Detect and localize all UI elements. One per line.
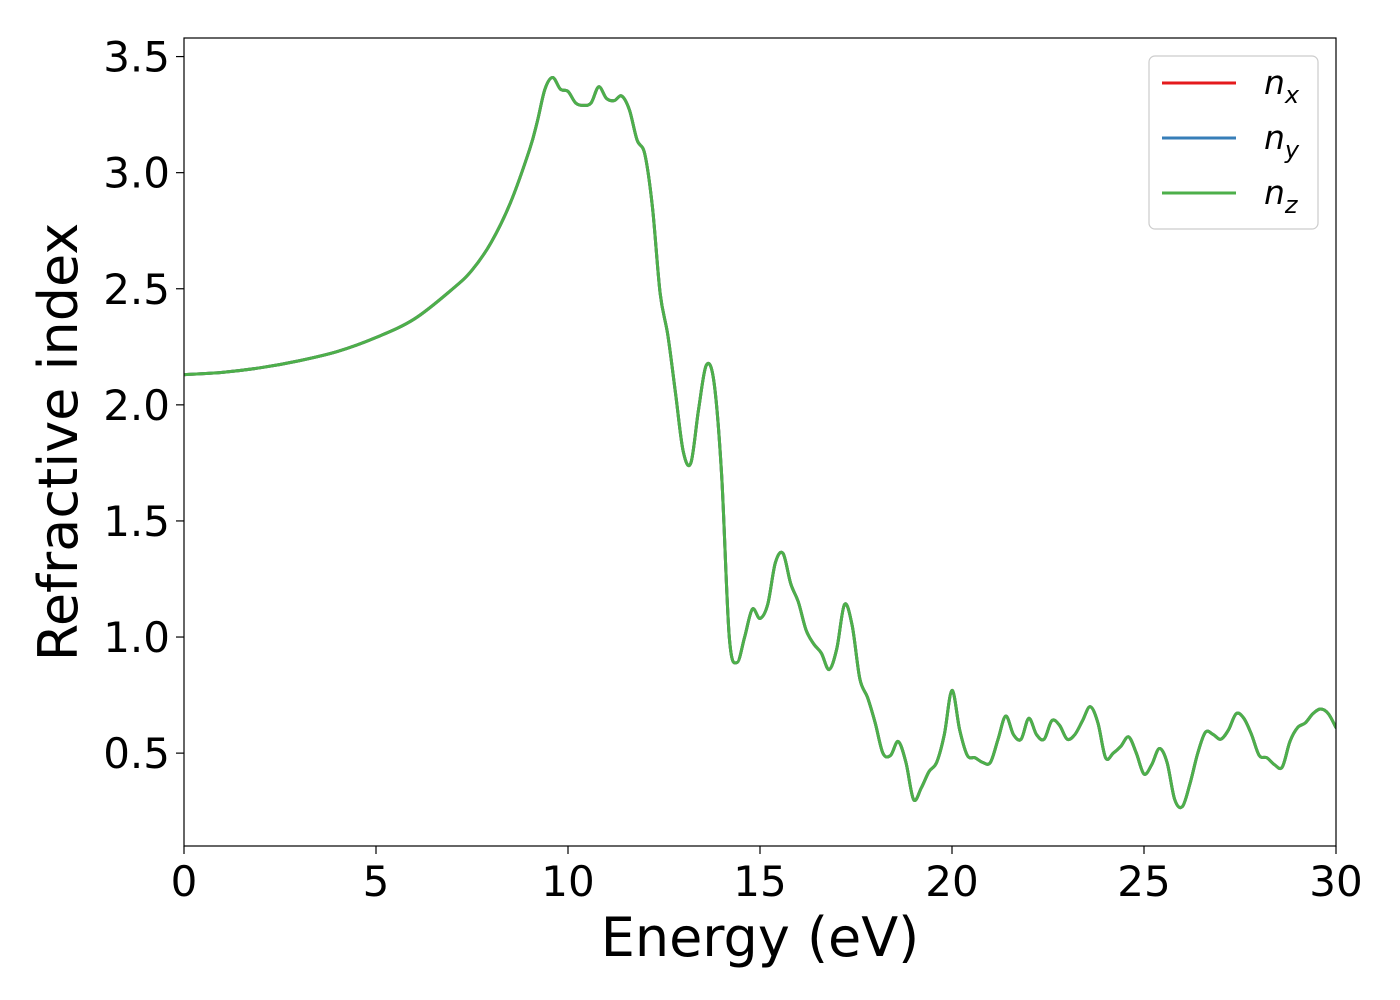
y-tick-label: 1.0: [103, 613, 170, 662]
y-tick-label: 2.5: [103, 265, 170, 314]
legend-label: nz: [1264, 173, 1299, 219]
y-tick-label: 3.5: [103, 33, 170, 82]
series-line-n-z: [184, 75, 1336, 810]
x-tick-label: 30: [1309, 857, 1362, 906]
x-tick-label: 10: [541, 857, 594, 906]
x-tick-label: 25: [1117, 857, 1170, 906]
legend-label: ny: [1264, 118, 1300, 164]
x-tick-label: 5: [363, 857, 390, 906]
y-tick-label: 1.5: [103, 497, 170, 546]
legend-box: [1148, 55, 1319, 230]
x-axis-label: Energy (eV): [601, 906, 920, 969]
y-tick-label: 0.5: [103, 729, 170, 778]
y-tick-label: 3.0: [103, 149, 170, 198]
x-tick-label: 0: [171, 857, 198, 906]
legend: nx ny nz: [1148, 55, 1319, 230]
x-tick-label: 15: [733, 857, 786, 906]
legend-label: nx: [1264, 63, 1300, 109]
series-lines: [184, 75, 1336, 810]
y-axis-label: Refractive index: [27, 223, 90, 662]
y-tick-label: 2.0: [103, 381, 170, 430]
y-axis-ticks: 0.5 1.0 1.5 2.0 2.5 3.0 3.5: [103, 33, 184, 778]
x-axis-ticks: 0 5 10 15 20 25 30: [171, 846, 1363, 906]
x-tick-label: 20: [925, 857, 978, 906]
